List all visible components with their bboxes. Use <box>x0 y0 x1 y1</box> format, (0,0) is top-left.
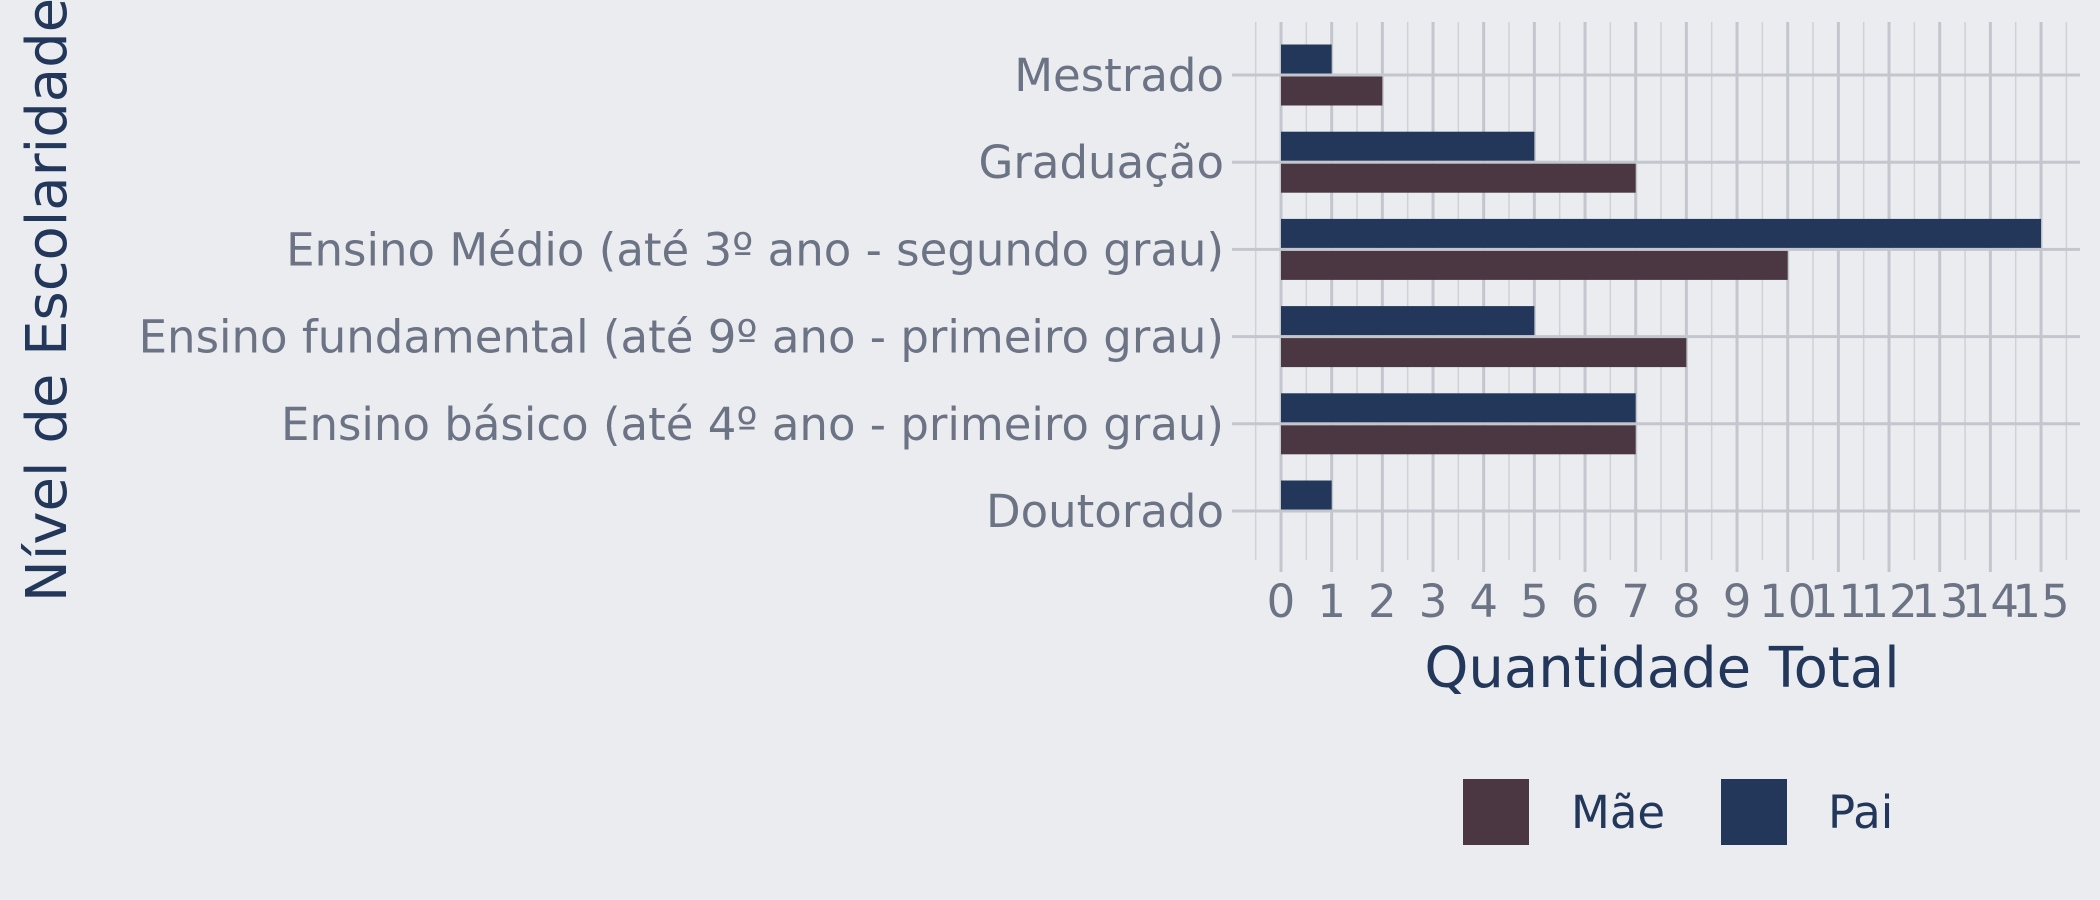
bars-layer <box>1281 44 2042 510</box>
x-tick-label: 0 <box>1267 575 1296 628</box>
x-tick-label: 1 <box>1317 575 1346 628</box>
bar-pai <box>1281 306 1535 336</box>
x-tick-label: 3 <box>1419 575 1448 628</box>
x-tick-label: 4 <box>1469 575 1498 628</box>
category-labels: Mestrado Graduação Ensino Médio (até 3º an… <box>139 49 1224 538</box>
x-tick-label: 8 <box>1672 575 1701 628</box>
legend-swatch <box>1463 779 1529 845</box>
legend: Mãe Pai <box>1463 779 1893 845</box>
x-tick-label: 2 <box>1368 575 1397 628</box>
x-tick-label: 14 <box>1962 575 2019 628</box>
bar-m-e <box>1281 338 1687 368</box>
x-tick-label: 7 <box>1621 575 1650 628</box>
bar-pai <box>1281 218 2042 248</box>
bar-m-e <box>1281 250 1788 280</box>
category-label: Ensino Médio (até 3º ano - segundo grau) <box>286 223 1224 276</box>
y-axis-title: Nível de Escolaridade <box>15 0 80 602</box>
x-tick-label: 13 <box>1911 575 1968 628</box>
legend-label: Mãe <box>1571 786 1665 839</box>
category-label: Graduação <box>979 136 1224 189</box>
x-tick-label: 12 <box>1860 575 1917 628</box>
bar-m-e <box>1281 425 1636 455</box>
bar-pai <box>1281 393 1636 423</box>
x-tick-label: 15 <box>2012 575 2069 628</box>
bar-pai <box>1281 131 1535 161</box>
bar-pai <box>1281 480 1332 510</box>
x-tick-label: 5 <box>1520 575 1549 628</box>
bar-m-e <box>1281 76 1383 106</box>
category-label: Mestrado <box>1014 49 1224 102</box>
category-label: Ensino básico (até 4º ano - primeiro gra… <box>281 398 1224 451</box>
category-label: Ensino fundamental (até 9º ano - primeir… <box>139 311 1224 364</box>
category-label: Doutorado <box>986 485 1224 538</box>
x-tick-label: 10 <box>1759 575 1816 628</box>
bar-pai <box>1281 44 1332 74</box>
grid-layer <box>1232 22 2080 572</box>
legend-label: Pai <box>1828 786 1893 839</box>
legend-swatch <box>1721 779 1787 845</box>
x-tick-label: 9 <box>1723 575 1752 628</box>
x-axis-title: Quantidade Total <box>1424 636 1899 701</box>
x-tick-label: 11 <box>1810 575 1867 628</box>
bar-m-e <box>1281 163 1636 193</box>
x-tick-label: 6 <box>1571 575 1600 628</box>
